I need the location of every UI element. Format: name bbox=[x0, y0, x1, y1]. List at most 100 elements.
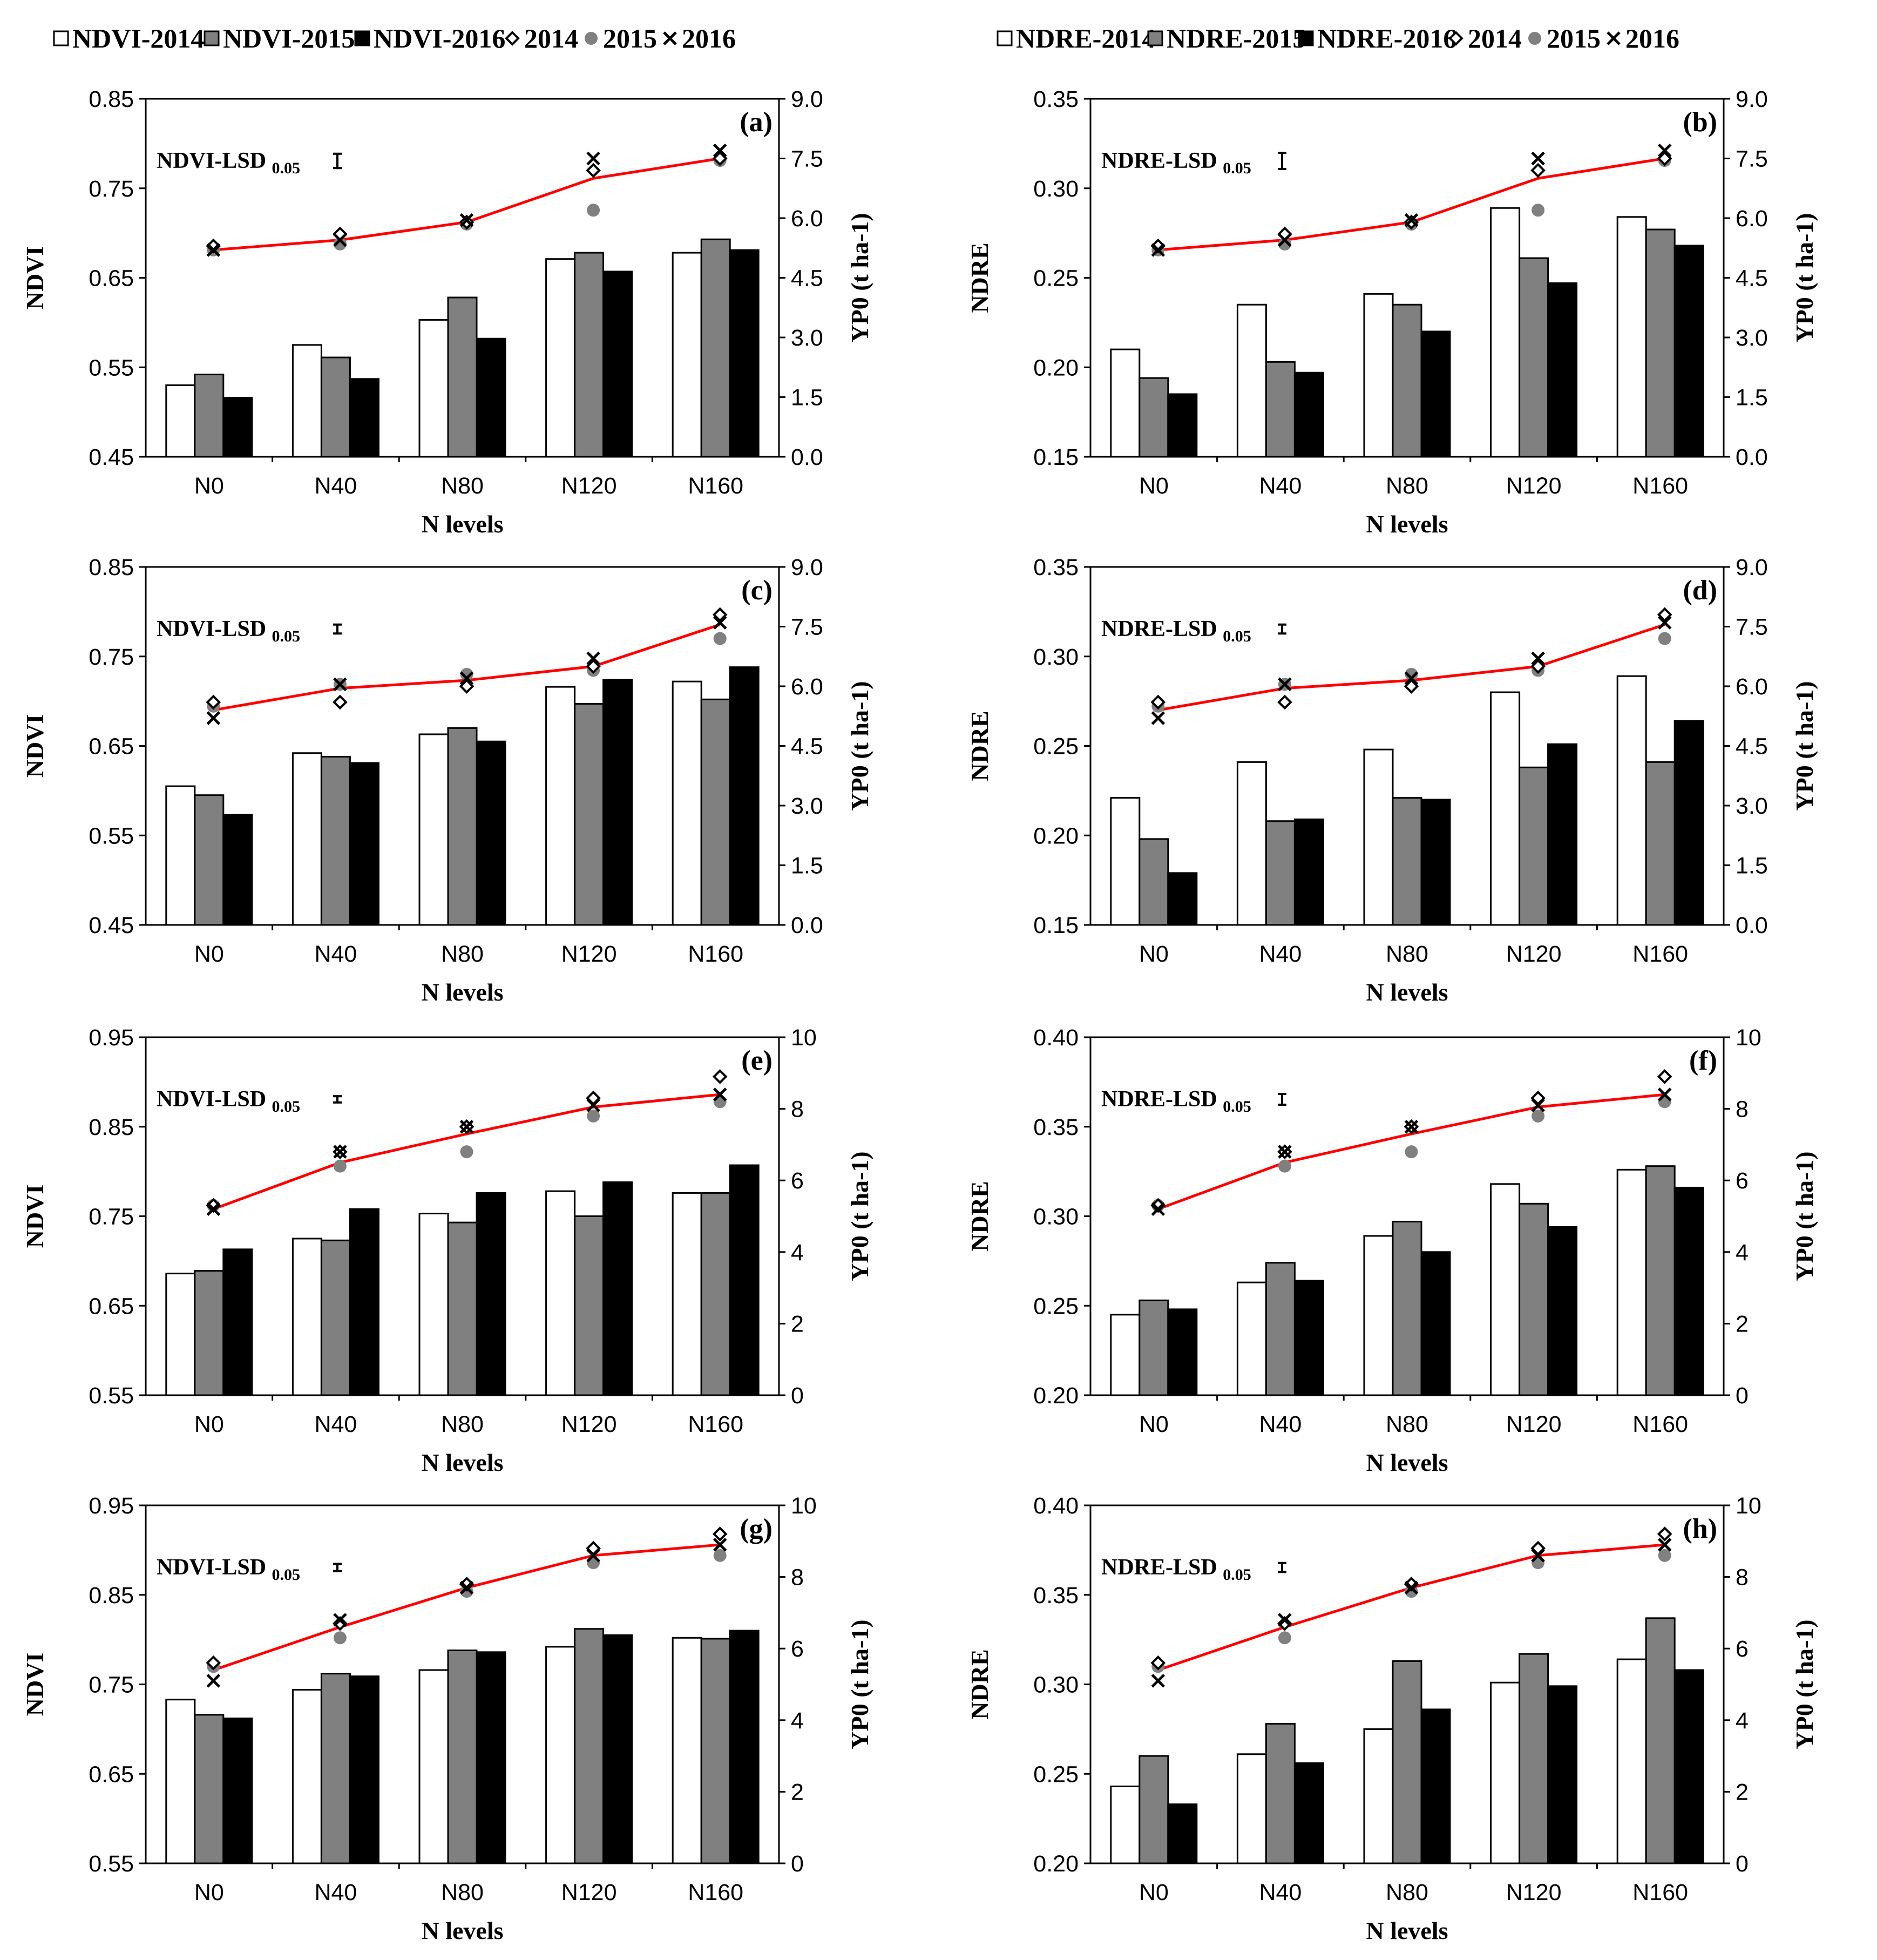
y-tick-label: 0.85 bbox=[89, 1583, 134, 1608]
bar-ndre-2016-n120 bbox=[1547, 1685, 1578, 1864]
yp0-marker-2015-n40 bbox=[1278, 1159, 1291, 1173]
y2-tick-label: 1.5 bbox=[791, 385, 823, 411]
y-tick-label: 0.35 bbox=[1033, 1114, 1079, 1140]
legend-label: 2014 bbox=[524, 23, 578, 53]
yp0-marker-2015-n40 bbox=[333, 1631, 347, 1645]
bar-ndvi-2016-n160 bbox=[729, 249, 760, 458]
lsd-label: NDRE-LSD 0.05 bbox=[1101, 617, 1251, 645]
bar-ndvi-2014-n120 bbox=[545, 1646, 576, 1864]
yp0-marker-2015-n80 bbox=[460, 1145, 473, 1159]
yp0-marker-2016-n80 bbox=[459, 671, 474, 686]
yp0-marker-2016-n80 bbox=[459, 1119, 474, 1134]
yp0-marker-2015-n80 bbox=[1405, 667, 1418, 681]
yp0-marker-2016-n160 bbox=[713, 1538, 727, 1552]
y2-axis-title: YP0 (t ha-1) bbox=[846, 1151, 873, 1281]
x-tick-label: N0 bbox=[194, 1880, 224, 1905]
yp0-marker-2016-n0 bbox=[206, 1202, 221, 1216]
yp0-marker-2016-n120-stroke-b bbox=[586, 151, 600, 166]
yp0-marker-2016-n40-stroke-b bbox=[1278, 233, 1292, 247]
yp0-marker-2015-n160 bbox=[713, 1095, 727, 1109]
yp0-marker-2016-n160-stroke-b bbox=[1657, 1087, 1672, 1101]
yp0-marker-2016-n80 bbox=[1404, 671, 1419, 686]
yp0-marker-2016-n40 bbox=[1278, 1145, 1292, 1159]
bar-ndvi-2016-n160 bbox=[729, 666, 760, 926]
y-tick-label: 0.30 bbox=[1033, 1672, 1079, 1698]
bar-ndre-2014-n40 bbox=[1236, 303, 1267, 458]
y2-tick-label: 9.0 bbox=[1736, 555, 1768, 580]
lsd-label-subscript: 0.05 bbox=[272, 1098, 301, 1116]
y2-tick-label: 3.0 bbox=[791, 793, 823, 819]
yp0-marker-2014-n0 bbox=[1150, 694, 1166, 710]
bar-ndvi-2014-n120 bbox=[545, 258, 576, 458]
x-tick-label: N160 bbox=[1632, 1411, 1688, 1437]
yp0-marker-2016-n160-stroke-b bbox=[1657, 143, 1672, 158]
bar-ndvi-2016-n0 bbox=[222, 1248, 253, 1396]
x-tick-label: N80 bbox=[441, 473, 484, 499]
y-tick-label: 0.55 bbox=[89, 355, 134, 381]
legend-label: NDVI-2016 bbox=[374, 23, 505, 53]
yp0-marker-2016-n40-stroke-b bbox=[333, 677, 347, 692]
bar-ndre-2014-n0 bbox=[1110, 1785, 1141, 1864]
bar-ndre-2014-n120 bbox=[1490, 1183, 1521, 1396]
yp0-marker-2016-n80 bbox=[1404, 213, 1419, 227]
legend-swatch-ndre-2014 bbox=[997, 30, 1013, 46]
y2-tick-label: 6 bbox=[791, 1168, 804, 1194]
y2-tick-label: 8 bbox=[791, 1097, 804, 1123]
bar-ndvi-2015-n80 bbox=[447, 727, 478, 926]
y2-tick-label: 1.5 bbox=[1736, 385, 1768, 411]
y-tick-label: 0.75 bbox=[89, 1672, 134, 1698]
chart-panel-b: 0.15 0.20 0.25 0.30 0.35 0.0 1.5 3.0 4.5 6.0 7.5 9.… bbox=[966, 86, 1818, 538]
y2-tick-label: 6 bbox=[1736, 1168, 1749, 1194]
y2-tick-label: 7.5 bbox=[1736, 614, 1768, 640]
bar-ndre-2016-n120 bbox=[1547, 743, 1578, 926]
y-tick-label: 0.55 bbox=[89, 1383, 134, 1409]
lsd-label: NDVI-LSD 0.05 bbox=[157, 1087, 300, 1116]
yp0-marker-2016-n160 bbox=[1657, 616, 1672, 630]
x-tick-label: N40 bbox=[1259, 1411, 1302, 1437]
legend-right: NDRE-2014 NDRE-2015 NDRE-2016 2014 2015 2016 bbox=[997, 23, 1679, 53]
yp0-marker-2014-n0 bbox=[1150, 238, 1166, 254]
bar-ndvi-2014-n80 bbox=[418, 733, 449, 926]
yp0-marker-2016-n40-stroke-b bbox=[1278, 1145, 1292, 1159]
yp0-marker-2016-n0-stroke-b bbox=[206, 243, 221, 257]
yp0-marker-2015-n40 bbox=[1278, 1631, 1291, 1645]
y-tick-label: 0.35 bbox=[1033, 555, 1079, 580]
yp0-marker-2015-n40 bbox=[333, 1159, 347, 1173]
y-tick-label: 0.30 bbox=[1033, 644, 1079, 670]
bar-ndvi-2016-n160 bbox=[729, 1164, 760, 1396]
bar-ndre-2014-n0 bbox=[1110, 1314, 1141, 1396]
y-axis-title: NDVI bbox=[21, 1653, 49, 1716]
y-tick-label: 0.55 bbox=[89, 1851, 134, 1877]
y-tick-label: 0.45 bbox=[89, 913, 134, 938]
y-tick-label: 0.55 bbox=[89, 823, 134, 849]
yp0-marker-2014-n160 bbox=[1657, 1526, 1672, 1542]
x-tick-label: N80 bbox=[441, 1411, 484, 1437]
x-tick-label: N120 bbox=[561, 1411, 617, 1437]
bar-ndvi-2014-n160 bbox=[672, 680, 702, 926]
legend-cross-marker-stroke-b bbox=[1607, 31, 1621, 45]
legend-label: NDRE-2015 bbox=[1167, 23, 1306, 53]
lsd-label-subscript: 0.05 bbox=[1223, 1566, 1251, 1584]
y2-tick-label: 8 bbox=[1736, 1097, 1749, 1123]
y-axis-title: NDRE bbox=[966, 711, 993, 781]
yp0-marker-2016-n0-stroke-b bbox=[206, 711, 221, 725]
lsd-label-subscript: 0.05 bbox=[1223, 159, 1251, 177]
bar-ndre-2016-n0 bbox=[1167, 1308, 1198, 1396]
y2-tick-label: 10 bbox=[791, 1493, 817, 1519]
bar-ndvi-2016-n40 bbox=[349, 762, 380, 926]
bar-ndvi-2015-n0 bbox=[194, 794, 225, 926]
bar-ndvi-2015-n40 bbox=[320, 755, 351, 926]
bar-ndvi-2015-n80 bbox=[447, 1221, 478, 1396]
bar-ndre-2015-n80 bbox=[1392, 797, 1422, 926]
bar-ndre-2016-n160 bbox=[1673, 1186, 1704, 1396]
yp0-marker-2016-n160-stroke-b bbox=[713, 143, 727, 158]
panel-label: (g) bbox=[740, 1513, 773, 1544]
lsd-label-main: NDRE-LSD bbox=[1101, 1087, 1223, 1112]
x-tick-label: N160 bbox=[688, 1411, 743, 1437]
yp0-marker-2016-n120-stroke-b bbox=[1531, 151, 1545, 166]
bar-ndre-2015-n0 bbox=[1139, 377, 1169, 458]
chart-panel-f: 0.20 0.25 0.30 0.35 0.40 0 2 4 6 8 10 N0 N40 N80 N120 N… bbox=[966, 1025, 1818, 1476]
x-tick-label: N80 bbox=[1386, 1880, 1428, 1905]
x-tick-label: N160 bbox=[1632, 941, 1688, 967]
yp0-marker-2016-n0 bbox=[1151, 711, 1165, 725]
